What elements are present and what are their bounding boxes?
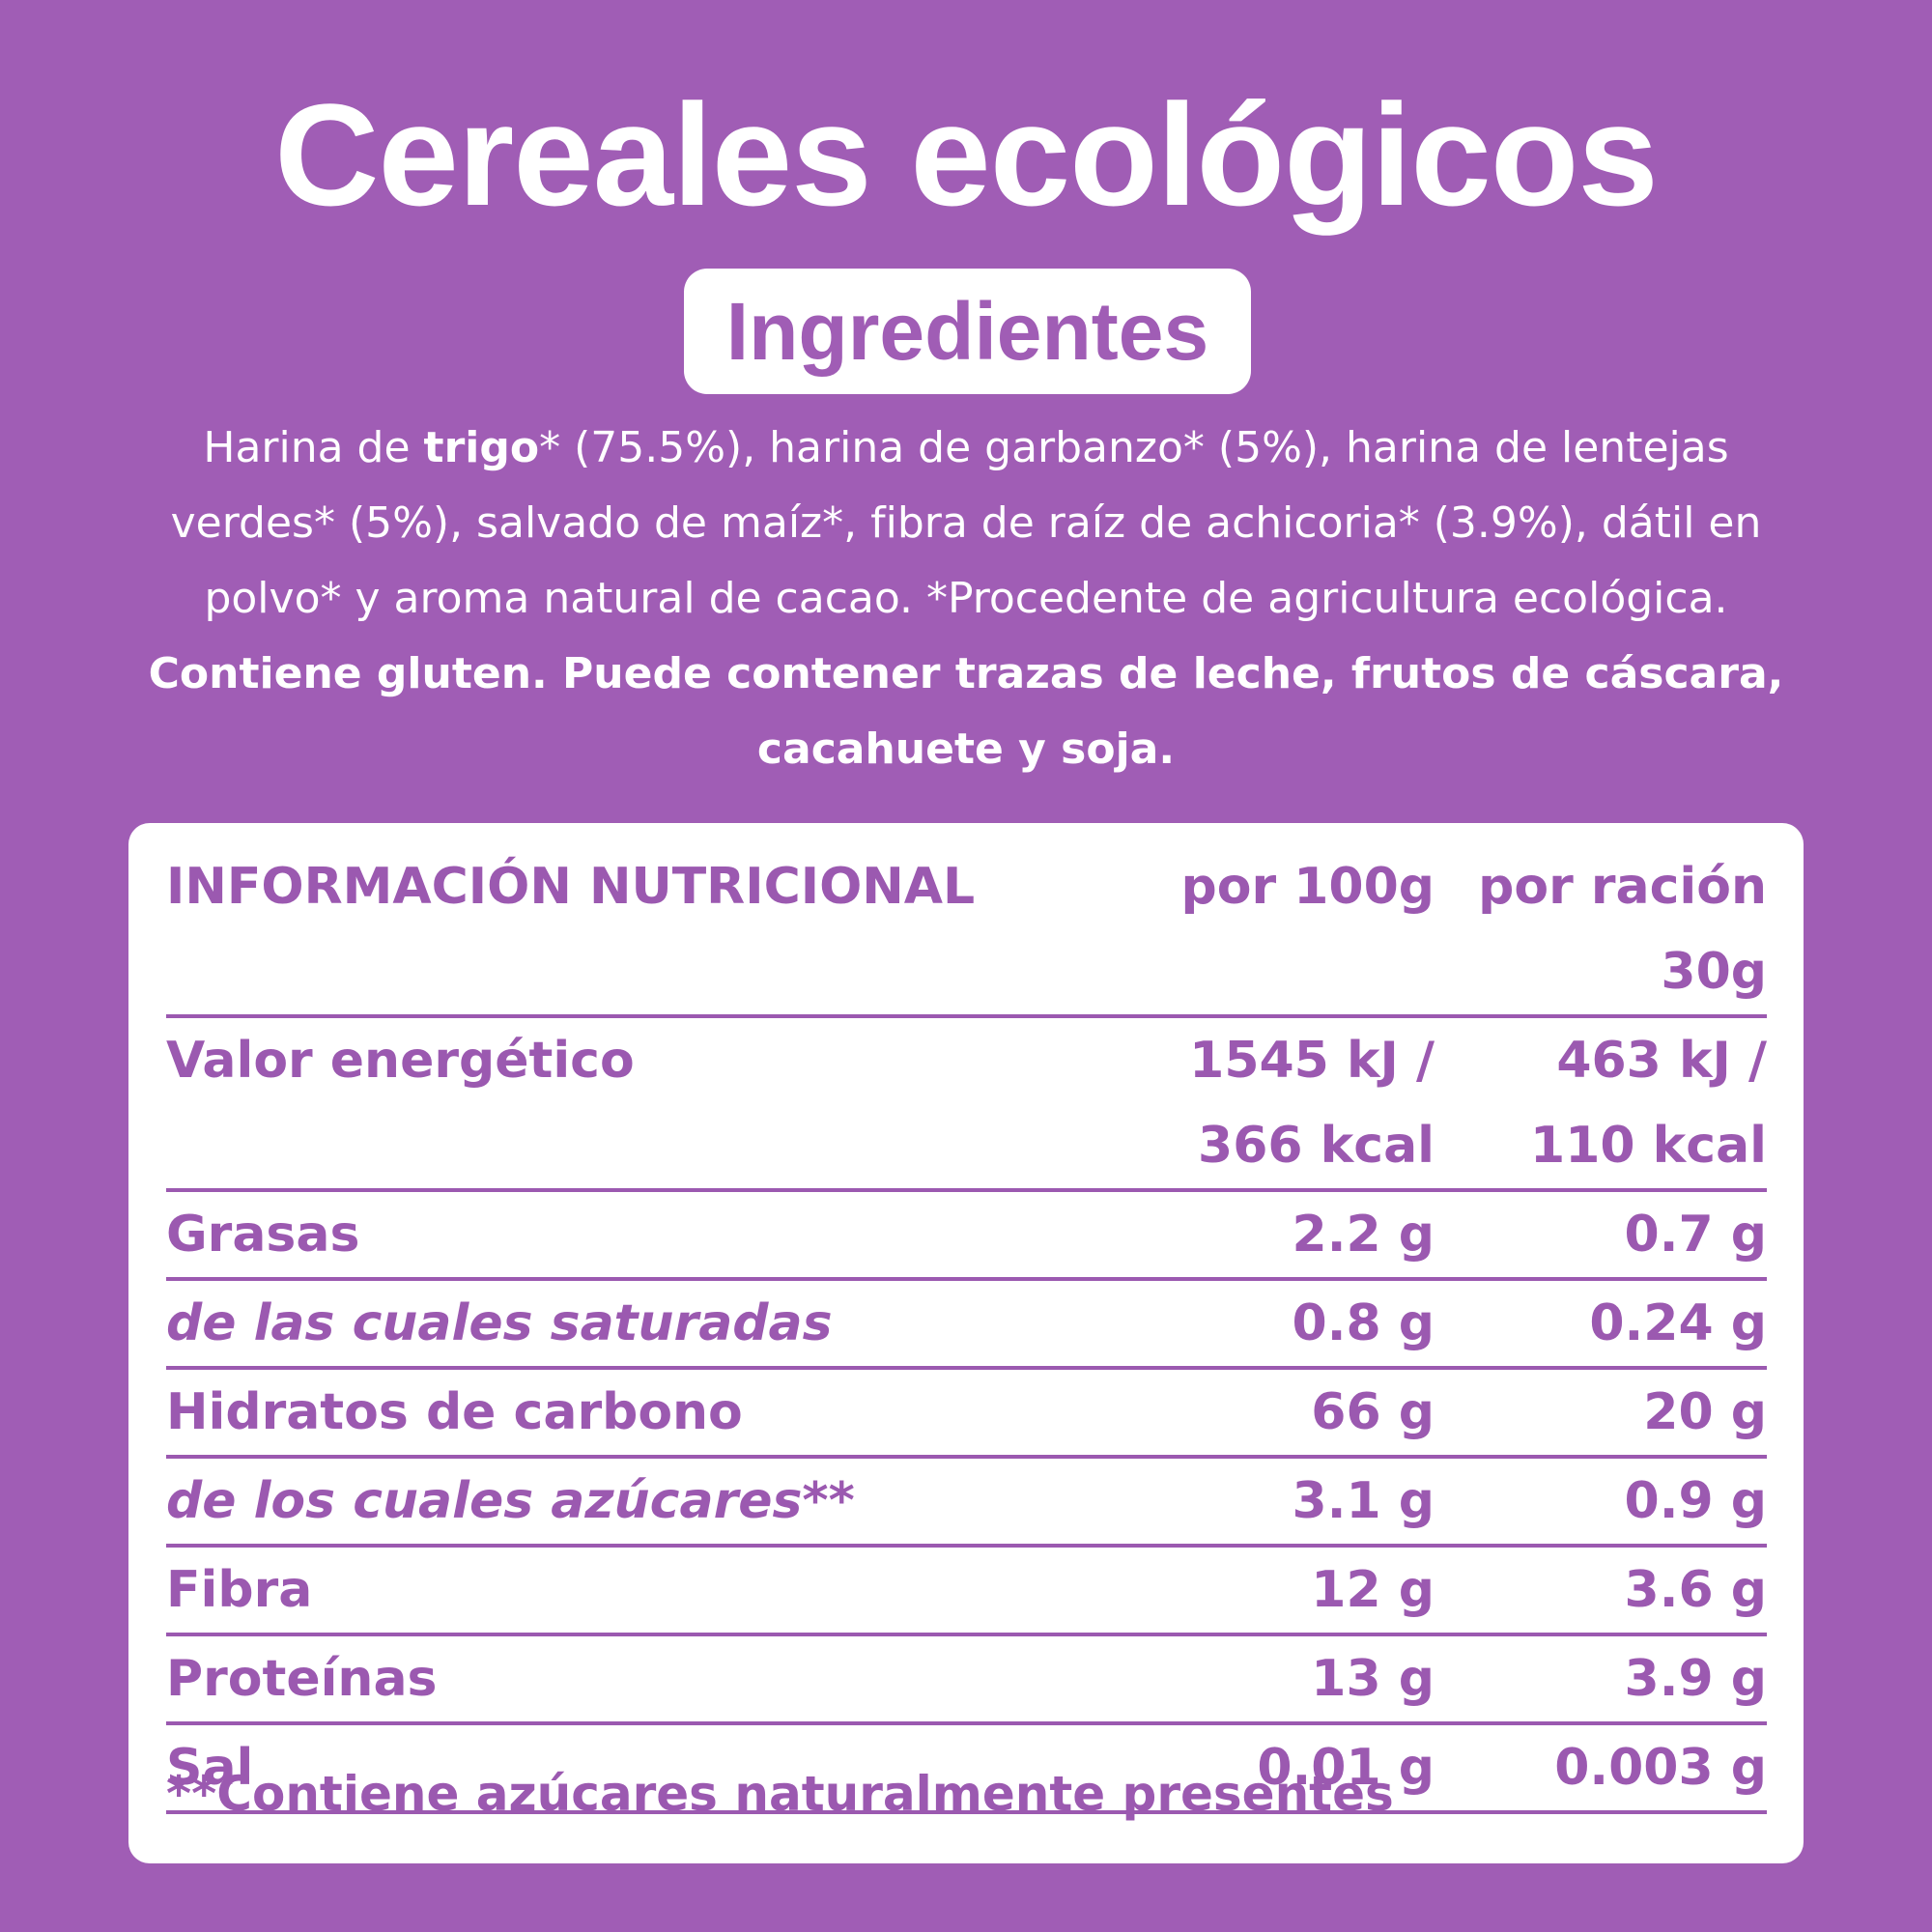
ingredients: Harina de trigo* (75.5%), harina de garb…: [116, 411, 1816, 787]
value-line: 13 g: [1311, 1650, 1435, 1708]
nutrient-label: Fibra: [166, 1561, 313, 1619]
ingredient-text: * (75.5%), harina de garbanzo* (5%), har…: [170, 423, 1762, 623]
value-line: 0.003 g: [1554, 1739, 1767, 1797]
ingredient-bold: trigo: [423, 423, 540, 472]
nutrient-value: 0.7 g: [1435, 1192, 1767, 1277]
value-line: 1545 kJ /: [1189, 1032, 1435, 1090]
nutrient-row: Fibra 12 g 3.6 g: [166, 1548, 1767, 1636]
allergens: Contiene gluten. Puede contener trazas d…: [148, 649, 1784, 774]
header-cell: por ración 30g: [1478, 858, 1767, 1001]
nutrient-value: 0.24 g: [1435, 1281, 1767, 1366]
value-line: 463 kJ /: [1556, 1032, 1767, 1090]
nutrient-row: Grasas 2.2 g 0.7 g: [166, 1192, 1767, 1281]
ingredient-list: Harina de trigo* (75.5%), harina de garb…: [171, 423, 1762, 623]
nutrient-value: 3.1 g: [1132, 1459, 1435, 1544]
nutrient-row: Hidratos de carbono 66 g 20 g: [166, 1370, 1767, 1459]
nutrition-panel: INFORMACIÓN NUTRICIONAL por 100g por ració…: [128, 823, 1804, 1863]
value-line: 12 g: [1311, 1561, 1435, 1619]
nutrient-row: de los cuales azúcares** 3.1 g 0.9 g: [166, 1459, 1767, 1548]
value-line: 0.9 g: [1624, 1472, 1767, 1530]
nutrient-value: 12 g: [1132, 1548, 1435, 1633]
header-cell: INFORMACIÓN NUTRICIONAL: [166, 858, 976, 916]
nutrient-row: Valor energético 1545 kJ /366 kcal 463 kJ …: [166, 1018, 1767, 1192]
table-header: INFORMACIÓN NUTRICIONAL por 100g por ració…: [166, 844, 1767, 1018]
nutrient-label: Valor energético: [166, 1032, 635, 1090]
value-line: 66 g: [1311, 1383, 1435, 1441]
value-line: 3.6 g: [1624, 1561, 1767, 1619]
value-line: 0.01 g: [1257, 1739, 1435, 1797]
value-line: 20 g: [1643, 1383, 1767, 1441]
header-cell: por 100g: [1180, 858, 1435, 916]
nutrient-label: de las cuales saturadas: [166, 1294, 833, 1352]
value-line: 2.2 g: [1292, 1206, 1435, 1264]
value-line: 0.7 g: [1624, 1206, 1767, 1264]
nutrient-value: 0.003 g: [1435, 1725, 1767, 1810]
nutrition-table: INFORMACIÓN NUTRICIONAL por 100g por ració…: [166, 844, 1767, 1814]
value-line: 3.1 g: [1292, 1472, 1435, 1530]
nutrient-label: de los cuales azúcares**: [166, 1472, 855, 1530]
title: Cereales ecológicos: [274, 73, 1659, 236]
nutrient-value: 1545 kJ / 366 kcal: [1132, 1018, 1435, 1188]
nutrient-value: 0.8 g: [1132, 1281, 1435, 1366]
nutrient-value: 0.01 g: [1132, 1725, 1435, 1810]
nutrient-value: 66 g: [1132, 1370, 1435, 1455]
nutrient-row: Sal 0.01 g 0.003 g: [166, 1725, 1767, 1814]
nutrient-value: 3.9 g: [1435, 1636, 1767, 1721]
nutrient-value: 463 kJ / 110 kcal: [1435, 1018, 1767, 1188]
nutrient-value: 3.6 g: [1435, 1548, 1767, 1633]
nutrient-value: 13 g: [1132, 1636, 1435, 1721]
nutrient-value: 0.9 g: [1435, 1459, 1767, 1544]
nutrient-label: Proteínas: [166, 1650, 438, 1708]
value-line: 0.24 g: [1589, 1294, 1767, 1352]
nutrient-value: 20 g: [1435, 1370, 1767, 1455]
nutrient-label: Grasas: [166, 1206, 360, 1264]
nutrient-row: Proteínas 13 g 3.9 g: [166, 1636, 1767, 1725]
nutrient-row: de las cuales saturadas 0.8 g 0.24 g: [166, 1281, 1767, 1370]
value-line: 110 kcal: [1530, 1117, 1767, 1175]
badge: Ingredientes: [684, 269, 1251, 394]
value-line: 0.8 g: [1292, 1294, 1435, 1352]
nutrient-value: 2.2 g: [1132, 1192, 1435, 1277]
value-line: 366 kcal: [1198, 1117, 1435, 1175]
nutrient-label: Sal: [166, 1739, 254, 1797]
ingredient-text: Harina de: [203, 423, 424, 472]
nutrient-label: Hidratos de carbono: [166, 1383, 743, 1441]
footnote: **Contiene azúcares naturalmente present…: [166, 1766, 1394, 1822]
value-line: 3.9 g: [1624, 1650, 1767, 1708]
